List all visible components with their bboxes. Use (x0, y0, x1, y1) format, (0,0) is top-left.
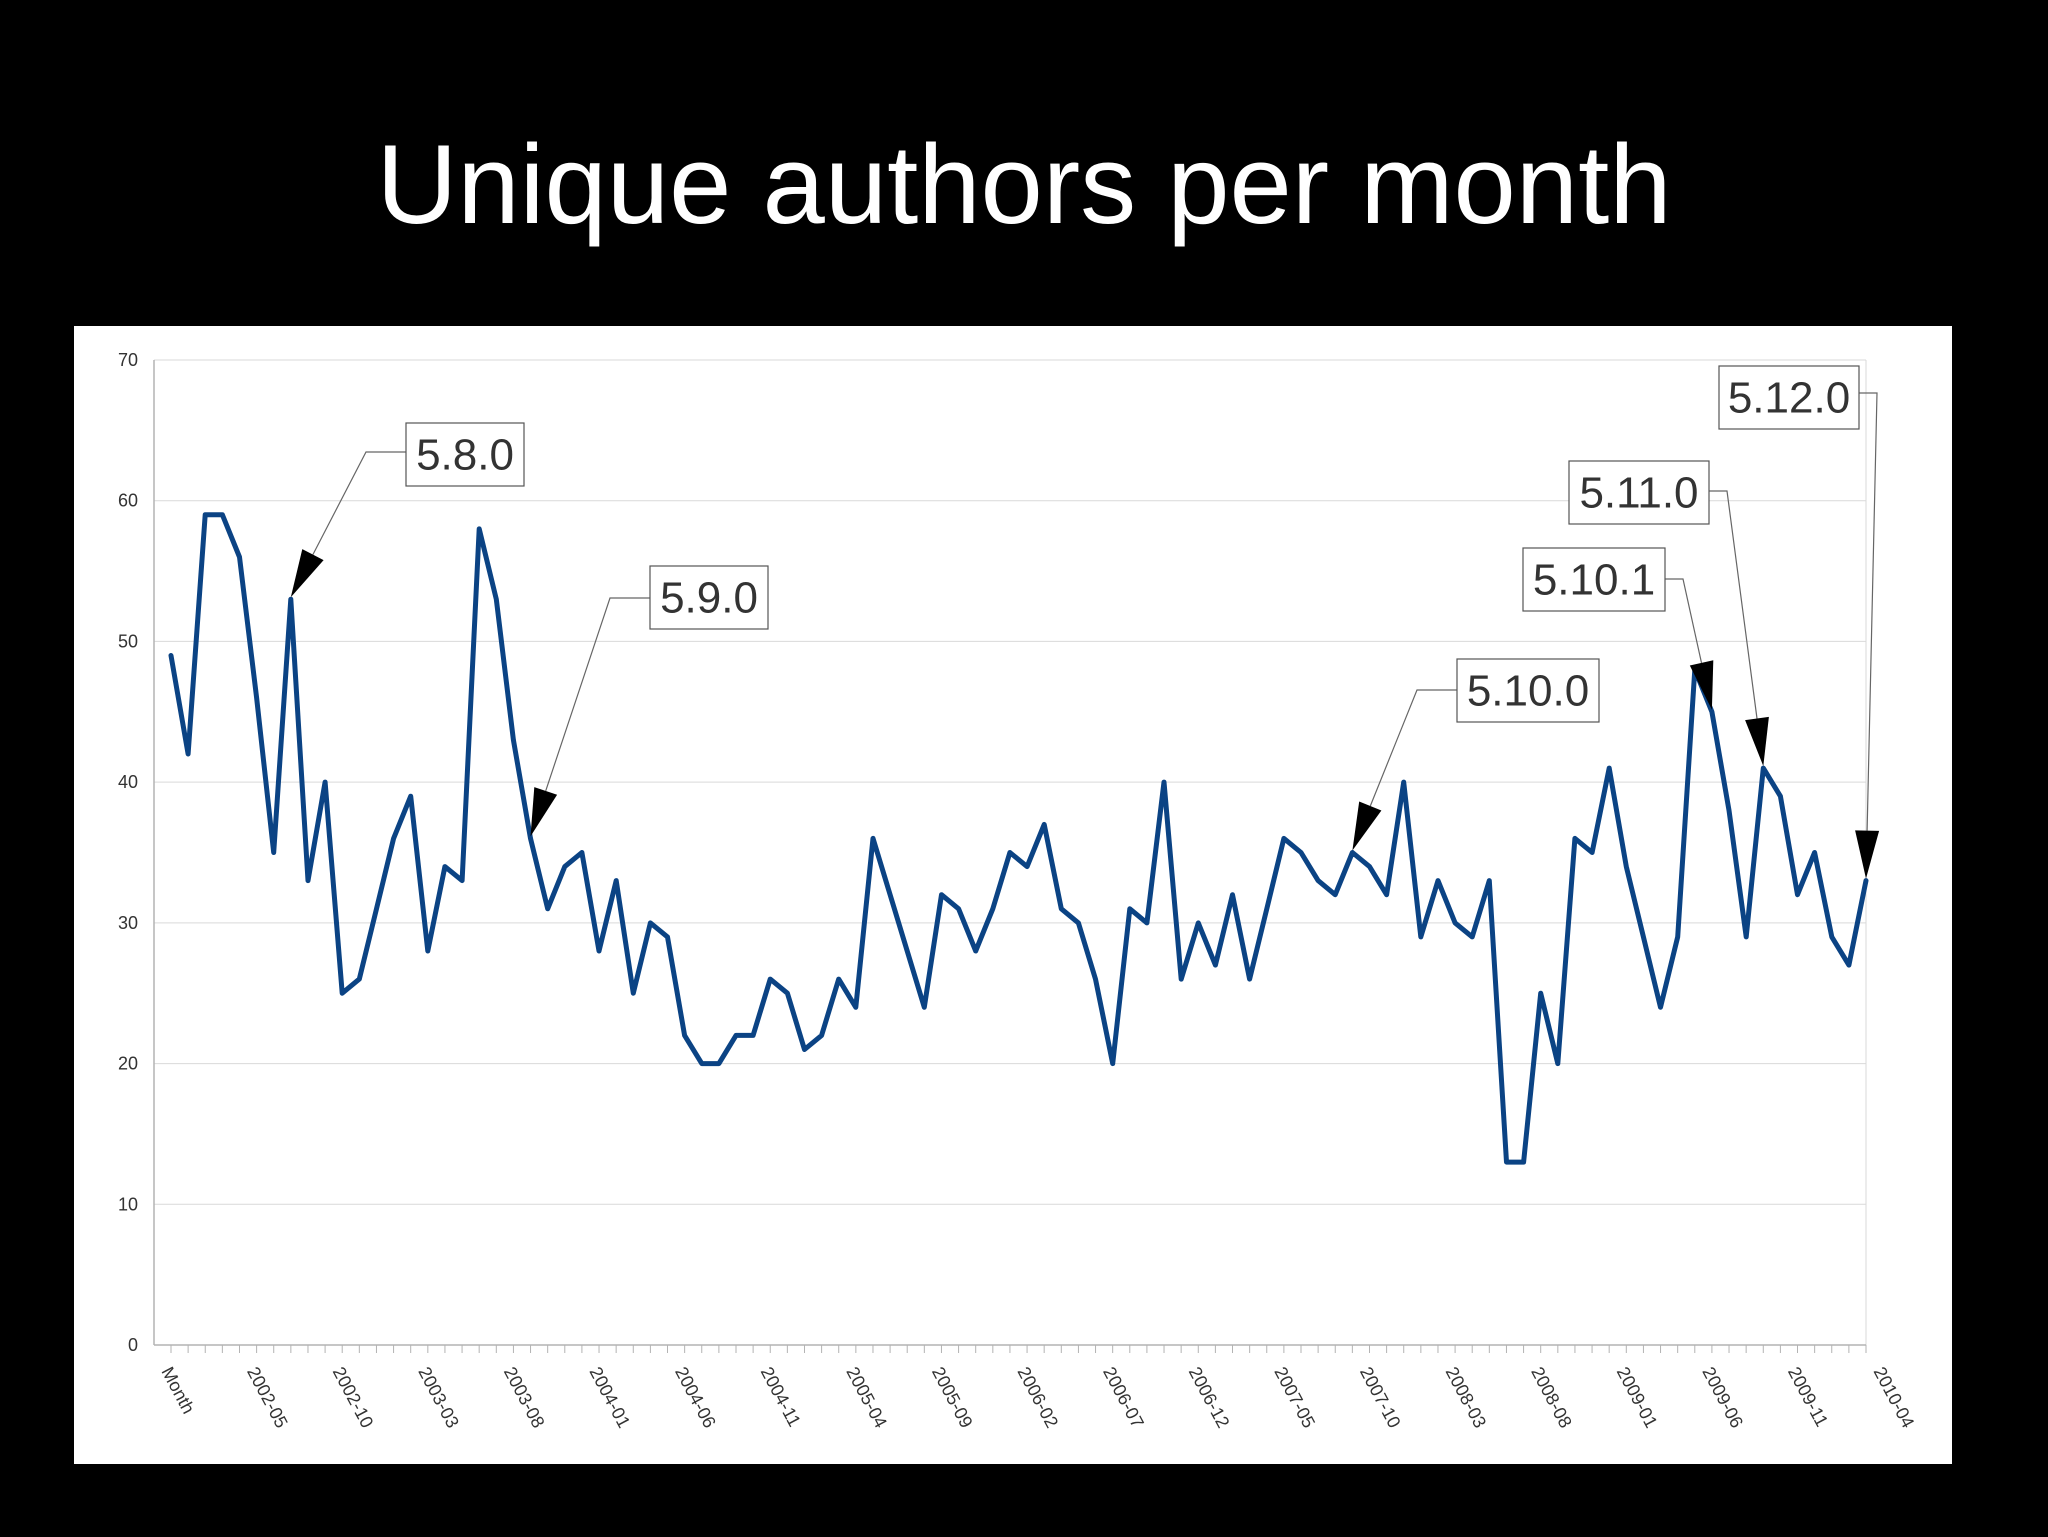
annotation-leader-line (1665, 578, 1703, 664)
x-tick-label: Month (157, 1363, 198, 1417)
x-tick-label: 2004-11 (757, 1363, 805, 1430)
annotation-label: 5.11.0 (1579, 469, 1698, 518)
annotation-box (405, 422, 525, 487)
annotation-label: 5.10.0 (1467, 667, 1589, 716)
annotation-arrowhead (1745, 716, 1769, 767)
x-tick-label: 2006-12 (1185, 1363, 1234, 1431)
x-tick-label: 2003-03 (414, 1363, 463, 1431)
annotation-callout: 5.12.0 (1718, 365, 1880, 879)
annotation-label: 5.8.0 (416, 431, 514, 480)
annotation-leader-line (545, 597, 650, 792)
x-tick-label: 2002-10 (329, 1363, 378, 1431)
x-tick-label: 2006-02 (1014, 1363, 1063, 1431)
x-tick-label: 2008-03 (1442, 1363, 1491, 1431)
x-tick-label: 2009-06 (1698, 1363, 1747, 1431)
annotation-label: 5.10.1 (1533, 556, 1655, 605)
annotation-label: 5.9.0 (660, 574, 758, 623)
annotation-label: 5.12.0 (1728, 374, 1850, 423)
x-tick-label: 2005-09 (928, 1363, 977, 1431)
y-tick-label: 40 (118, 772, 138, 792)
x-tick-label: 2007-05 (1270, 1363, 1319, 1431)
annotation-leader-line (1369, 689, 1457, 807)
annotation-callout: 5.8.0 (290, 422, 525, 598)
y-tick-label: 70 (118, 350, 138, 370)
x-tick-label: 2009-11 (1784, 1363, 1832, 1430)
series-layer (168, 512, 1869, 1165)
annotation-callout: 5.10.0 (1352, 658, 1600, 851)
annotation-arrowhead (530, 787, 558, 837)
series-line-unique-authors (168, 512, 1869, 1165)
x-tick-label: 2008-08 (1527, 1363, 1576, 1431)
x-tick-label: 2002-05 (243, 1363, 292, 1431)
chart-panel: 0 10 20 30 40 50 60 70 Month 2002-05 2002-10 2003-… (74, 326, 1952, 1464)
x-tick-label: 2005-04 (842, 1363, 891, 1431)
annotation-box (1568, 460, 1710, 525)
y-tick-label: 0 (128, 1335, 138, 1355)
x-tick-label: 2004-01 (585, 1363, 634, 1431)
axes (153, 360, 1867, 1353)
y-tick-label: 60 (118, 491, 138, 511)
annotations: 5.8.0 5.9.0 5.10.0 5.10.1 5.11.0 5.12.0 (290, 365, 1880, 879)
annotation-leader-line (1859, 392, 1878, 831)
annotation-leader-line (312, 451, 406, 555)
annotation-arrowhead (1352, 801, 1382, 851)
y-tick-label: 20 (118, 1054, 138, 1074)
annotation-box (1456, 658, 1600, 723)
x-tick-label: 2009-01 (1613, 1363, 1662, 1431)
annotation-box (1522, 547, 1666, 612)
annotation-arrowhead (1689, 660, 1714, 710)
annotation-arrowhead (290, 549, 324, 598)
x-tick-label: 2010-04 (1870, 1363, 1919, 1431)
x-tick-label: 2003-08 (500, 1363, 549, 1431)
x-tick-label: 2006-07 (1099, 1363, 1148, 1431)
y-tick-labels: 0 10 20 30 40 50 60 70 (118, 350, 138, 1355)
annotation-callout: 5.9.0 (530, 565, 769, 837)
x-tick-label: 2007-10 (1356, 1363, 1405, 1431)
y-tick-label: 30 (118, 913, 138, 933)
gridlines (154, 359, 1866, 1346)
y-tick-label: 50 (118, 631, 138, 651)
annotation-box (1718, 365, 1860, 430)
annotation-callout: 5.10.1 (1522, 547, 1714, 710)
x-tick-labels: Month 2002-05 2002-10 2003-03 2003-08 2004-01… (157, 1363, 1918, 1431)
annotation-callout: 5.11.0 (1568, 460, 1769, 767)
annotation-arrowhead (1855, 830, 1880, 879)
y-tick-label: 10 (118, 1194, 138, 1214)
line-chart: 0 10 20 30 40 50 60 70 Month 2002-05 2002-10 2003-… (118, 350, 1918, 1431)
annotation-leader-line (1709, 490, 1758, 719)
x-tick-label: 2004-06 (671, 1363, 720, 1431)
slide-title: Unique authors per month (376, 122, 1672, 247)
annotation-box (649, 565, 769, 630)
